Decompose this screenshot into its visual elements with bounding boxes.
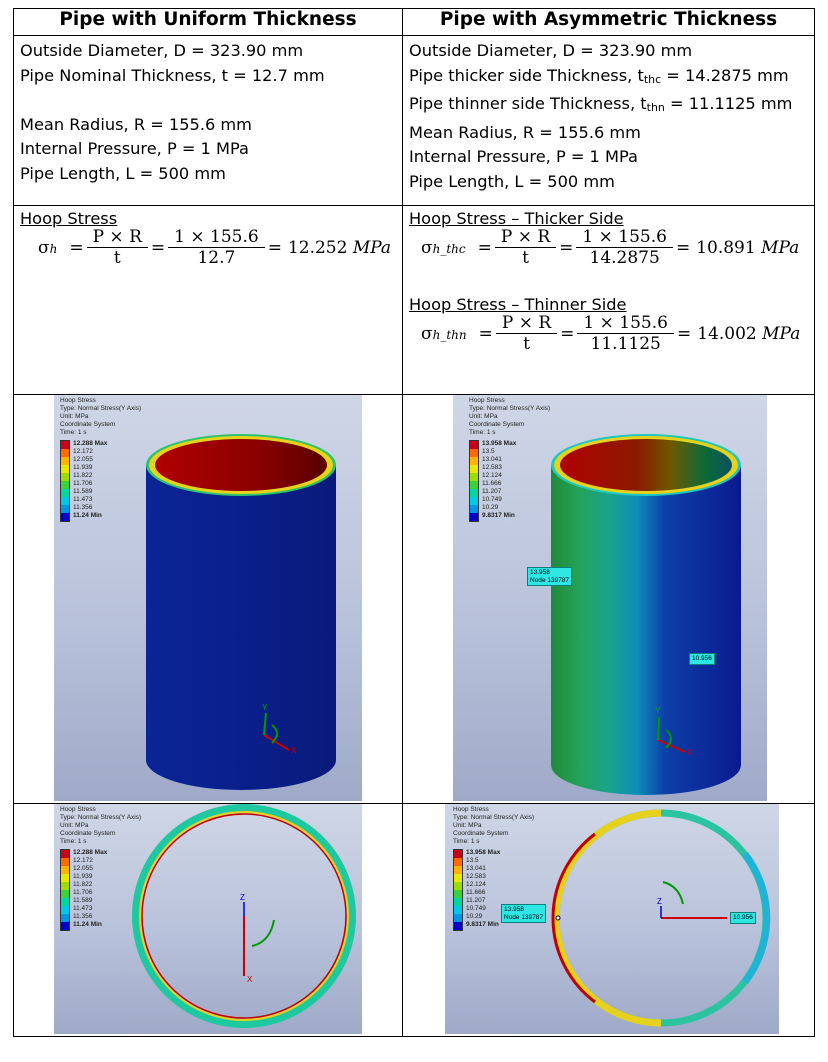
asymmetric-3d-result: X Y Hoop Stress Type: Normal Stress(Y Ax… [402, 394, 815, 804]
uniform-pipe-top-image: Z X [132, 804, 356, 1028]
uniform-nominal-thickness: Pipe Nominal Thickness, t = 12.7 mm [20, 65, 325, 85]
svg-text:Y: Y [655, 706, 661, 715]
thinner-side-title: Hoop Stress – Thinner Side [409, 295, 627, 314]
uniform-pipe-3d-image: X Y [146, 434, 336, 790]
asymmetric-top-result: Z Hoop Stress Type: Normal Stress(Y Axis… [402, 803, 815, 1037]
asymmetric-3d-legend: Hoop Stress Type: Normal Stress(Y Axis) … [469, 397, 550, 522]
uniform-internal-pressure: Internal Pressure, P = 1 MPa [20, 139, 249, 159]
max-stress-probe: 13.958 Node 139787 [527, 567, 573, 586]
max-stress-probe-top: 13.958 Node 139787 [501, 904, 547, 923]
comparison-table: Pipe with Uniform Thickness Pipe with As… [13, 8, 815, 1037]
uniform-3d-legend: Hoop Stress Type: Normal Stress(Y Axis) … [60, 397, 141, 522]
svg-text:Z: Z [657, 897, 662, 906]
hoop-stress-title: Hoop Stress [20, 209, 118, 228]
min-stress-probe-top: 10.956 [730, 912, 756, 924]
uniform-outside-diameter: Outside Diameter, D = 323.90 mm [20, 41, 304, 60]
svg-text:X: X [247, 975, 253, 984]
svg-text:Z: Z [240, 893, 245, 902]
asymmetric-3d-viewport: X Y Hoop Stress Type: Normal Stress(Y Ax… [453, 395, 767, 801]
asymmetric-parameters: Outside Diameter, D = 323.90 mm Pipe thi… [402, 35, 815, 206]
asym-thicker-thickness: Pipe thicker side Thickness, tthc = 14.2… [409, 65, 789, 86]
svg-text:Y: Y [262, 703, 268, 712]
color-scale-bar [60, 849, 70, 931]
color-scale-bar [60, 440, 70, 522]
color-scale-bar [453, 849, 463, 931]
asymmetric-top-legend: Hoop Stress Type: Normal Stress(Y Axis) … [453, 806, 534, 931]
header-uniform: Pipe with Uniform Thickness [13, 8, 403, 36]
uniform-parameters: Outside Diameter, D = 323.90 mm Pipe Nom… [13, 35, 403, 206]
color-scale-bar [469, 440, 479, 522]
uniform-top-result: Z X Hoop Stress Type: Normal Stress(Y Ax… [13, 803, 403, 1037]
svg-text:X: X [687, 748, 693, 757]
thicker-side-title: Hoop Stress – Thicker Side [409, 209, 624, 228]
uniform-pipe-length: Pipe Length, L = 500 mm [20, 163, 226, 183]
uniform-mean-radius: Mean Radius, R = 155.6 mm [20, 114, 252, 134]
asym-mean-radius: Mean Radius, R = 155.6 mm [409, 122, 641, 142]
uniform-3d-viewport: X Y Hoop Stress Type: Normal Stress(Y Ax… [54, 395, 362, 801]
asym-outside-diameter: Outside Diameter, D = 323.90 mm [409, 41, 693, 60]
uniform-top-viewport: Z X Hoop Stress Type: Normal Stress(Y Ax… [54, 804, 362, 1034]
asymmetric-pipe-top-image: Z [551, 809, 771, 1027]
asymmetric-hoop-stress: Hoop Stress – Thicker Side σh_thc = P × … [402, 205, 815, 395]
uniform-top-legend: Hoop Stress Type: Normal Stress(Y Axis) … [60, 806, 141, 931]
header-asymmetric: Pipe with Asymmetric Thickness [402, 8, 815, 36]
svg-text:X: X [291, 746, 297, 755]
asymmetric-pipe-3d-image: X Y [551, 434, 741, 795]
asym-pipe-length: Pipe Length, L = 500 mm [409, 171, 615, 191]
asymmetric-top-viewport: Z Hoop Stress Type: Normal Stress(Y Axis… [445, 804, 779, 1034]
asym-internal-pressure: Internal Pressure, P = 1 MPa [409, 147, 638, 167]
min-stress-probe: 10.956 [689, 653, 715, 665]
uniform-3d-result: X Y Hoop Stress Type: Normal Stress(Y Ax… [13, 394, 403, 804]
asym-thinner-thickness: Pipe thinner side Thickness, tthn = 11.1… [409, 94, 793, 115]
